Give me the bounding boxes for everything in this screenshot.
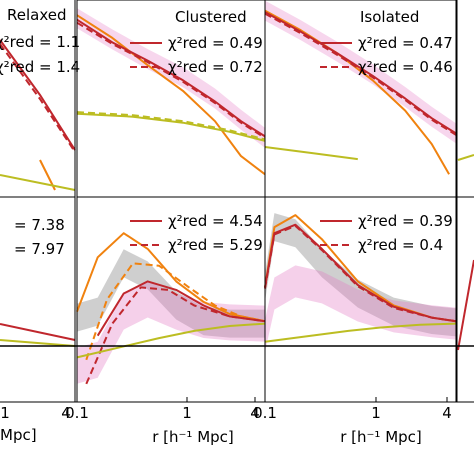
series-line xyxy=(76,112,266,142)
series-line xyxy=(76,111,266,141)
series-line xyxy=(76,18,266,138)
x-tick-label: 4 xyxy=(250,404,260,422)
series-line xyxy=(76,14,266,176)
series-line xyxy=(0,43,76,153)
fit-statistic: χ²red = 1.4 xyxy=(0,58,80,76)
fit-statistic: χ²red = 1.1 xyxy=(0,33,80,51)
series-line xyxy=(0,339,76,347)
legend-entry: χ²red = 0.46 xyxy=(358,58,453,76)
series-line xyxy=(457,259,474,351)
legend-entry: χ²red = 0.72 xyxy=(168,58,263,76)
x-tick-label: 1 xyxy=(182,404,192,422)
panel-title: Clustered xyxy=(175,8,247,26)
x-tick-label: 0.1 xyxy=(65,404,89,422)
x-axis-title: r [h⁻¹ Mpc] xyxy=(152,428,234,446)
x-tick-label: 1 xyxy=(0,404,10,422)
series-line xyxy=(0,323,76,341)
uncertainty-band xyxy=(265,213,456,337)
uncertainty-band xyxy=(77,281,265,384)
legend-entry: χ²red = 5.29 xyxy=(168,236,263,254)
series-line xyxy=(0,174,76,191)
legend-entry: χ²red = 0.39 xyxy=(358,212,453,230)
series-line xyxy=(76,322,266,359)
panel-title: Isolated xyxy=(360,8,419,26)
x-tick-label: 1 xyxy=(371,404,381,422)
uncertainty-band xyxy=(77,249,265,338)
series-line xyxy=(264,11,457,135)
x-axis-title: Mpc] xyxy=(0,426,37,444)
fit-statistic: = 7.38 xyxy=(14,216,65,234)
x-tick-label: 4 xyxy=(61,404,71,422)
series-line xyxy=(264,12,457,136)
x-tick-label: 0.1 xyxy=(253,404,277,422)
series-line xyxy=(76,21,266,139)
series-line xyxy=(96,280,266,337)
series-line xyxy=(457,154,474,161)
model-lines xyxy=(0,9,474,385)
x-tick-label: 4 xyxy=(442,404,452,422)
series-line xyxy=(264,9,450,175)
series-line xyxy=(264,322,457,343)
series-line xyxy=(76,232,266,323)
uncertainty-band xyxy=(77,8,265,148)
legend-entry: χ²red = 0.47 xyxy=(358,34,453,52)
legend-entry: χ²red = 0.49 xyxy=(168,34,263,52)
series-line xyxy=(264,224,457,323)
uncertainty-band xyxy=(265,265,456,352)
legend-entry: χ²red = 0.4 xyxy=(358,236,443,254)
series-line xyxy=(264,146,358,161)
fit-statistic: = 7.97 xyxy=(14,240,65,258)
panel-frames xyxy=(0,0,474,403)
legend-entry: χ²red = 4.54 xyxy=(168,212,263,230)
series-line xyxy=(0,39,76,151)
panel-title: Relaxed xyxy=(7,6,67,24)
panel-text: Relaxed χ²red = 1.1 χ²red = 1.4 Clustered χ²… xyxy=(0,6,453,446)
series-line xyxy=(85,262,266,361)
x-axis-title: r [h⁻¹ Mpc] xyxy=(340,428,422,446)
